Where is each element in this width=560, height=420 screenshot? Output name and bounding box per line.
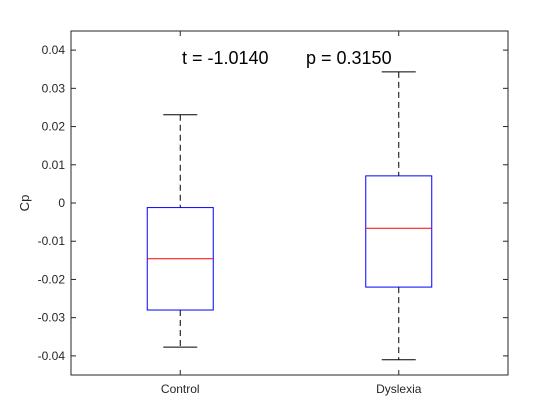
y-axis: -0.04 -0.03 -0.02 -0.01 0 0.01 0.02 0.03 0.04 [38,43,508,363]
plot-area [70,30,509,376]
iqr-box [365,175,433,288]
x-tick-label: Dyslexia [376,382,422,396]
annotation-p-value: p = 0.3150 [306,48,392,68]
x-tick-label: Control [161,382,200,396]
y-tick-label: 0.02 [42,120,66,134]
y-axis-label: Cp [17,195,32,212]
y-tick-label: -0.04 [38,349,66,363]
x-axis: Control Dyslexia [161,31,422,396]
y-tick-label: 0 [58,196,65,210]
y-tick-label: 0.03 [42,81,66,95]
y-tick-label: -0.02 [38,272,66,286]
y-tick-label: -0.01 [38,234,66,248]
y-tick-label: 0.01 [42,158,66,172]
box-dyslexia [365,71,433,361]
y-tick-label: 0.04 [42,43,66,57]
box-control [146,114,214,348]
y-tick-label: -0.03 [38,311,66,325]
annotation-t-stat: t = -1.0140 [182,48,269,68]
boxes-group [146,71,433,361]
